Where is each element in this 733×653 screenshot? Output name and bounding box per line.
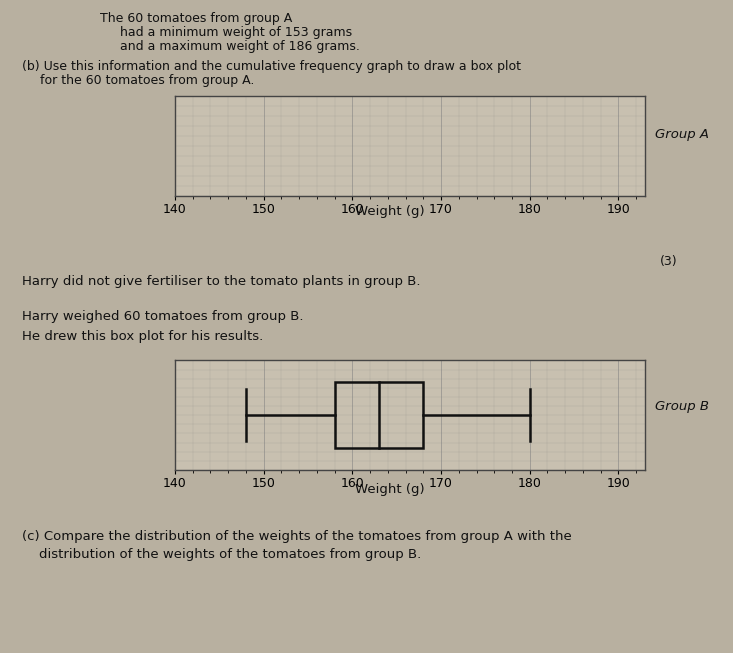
Text: He drew this box plot for his results.: He drew this box plot for his results.: [22, 330, 263, 343]
Text: Group A: Group A: [655, 128, 709, 141]
Text: Harry did not give fertiliser to the tomato plants in group B.: Harry did not give fertiliser to the tom…: [22, 275, 421, 288]
Text: (c) Compare the distribution of the weights of the tomatoes from group A with th: (c) Compare the distribution of the weig…: [22, 530, 572, 543]
Text: The 60 tomatoes from group A: The 60 tomatoes from group A: [100, 12, 292, 25]
Text: distribution of the weights of the tomatoes from group B.: distribution of the weights of the tomat…: [22, 548, 421, 561]
Text: Group B: Group B: [655, 400, 709, 413]
Text: Weight (g): Weight (g): [356, 483, 425, 496]
Text: Harry weighed 60 tomatoes from group B.: Harry weighed 60 tomatoes from group B.: [22, 310, 303, 323]
Text: had a minimum weight of 153 grams: had a minimum weight of 153 grams: [120, 26, 352, 39]
Text: Weight (g): Weight (g): [356, 205, 425, 218]
Bar: [335, 382, 423, 448]
Text: for the 60 tomatoes from group A.: for the 60 tomatoes from group A.: [40, 74, 254, 87]
Text: (3): (3): [660, 255, 677, 268]
Text: (b) Use this information and the cumulative frequency graph to draw a box plot: (b) Use this information and the cumulat…: [22, 60, 521, 73]
Text: and a maximum weight of 186 grams.: and a maximum weight of 186 grams.: [120, 40, 360, 53]
